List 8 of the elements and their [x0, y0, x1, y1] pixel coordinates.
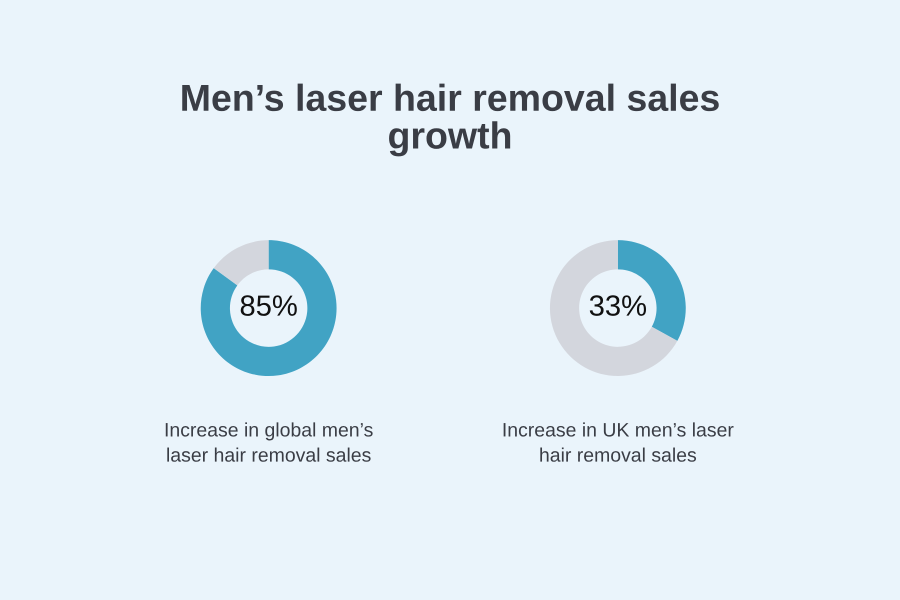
donut-slice: [550, 240, 678, 376]
text: Increase in UK men’s laser hair removal sales: [504, 422, 734, 462]
data-label: 85%: [240, 295, 297, 316]
text: Men’s laser hair removal sales growth: [182, 84, 719, 156]
text: Increase in global men’s laser hair removal sales: [166, 422, 373, 462]
donut-slice: [214, 240, 269, 286]
data-label: 33%: [590, 295, 646, 316]
donut-slice: [200, 240, 337, 376]
